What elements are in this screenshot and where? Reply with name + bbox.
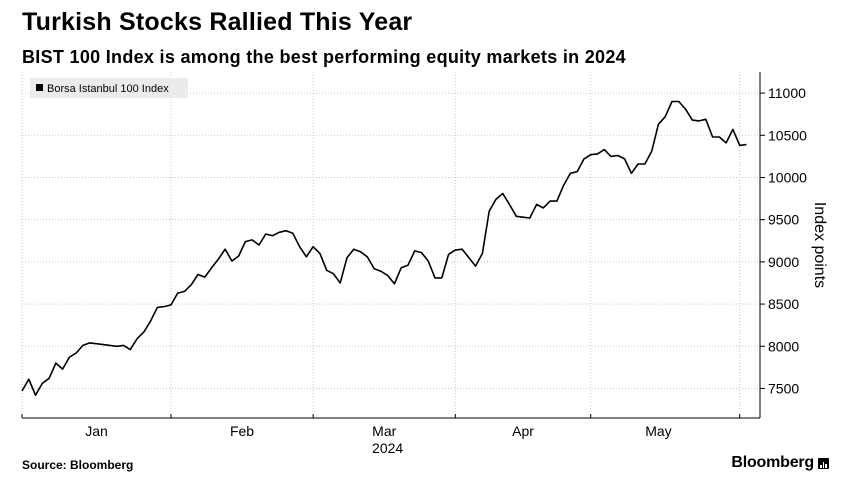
y-axis-label: Index points: [811, 202, 828, 288]
chart-subtitle: BIST 100 Index is among the best perform…: [22, 47, 626, 67]
brand-logo-text: Bloomberg: [731, 454, 814, 471]
legend-swatch: [36, 84, 43, 91]
y-tick-label: 8000: [768, 338, 799, 354]
x-tick-label: Apr: [512, 423, 534, 439]
x-axis-year-label: 2024: [372, 440, 403, 456]
x-tick-label: Jan: [85, 423, 108, 439]
series-line-bist100: [21, 100, 747, 397]
legend: Borsa Istanbul 100 Index: [30, 78, 188, 98]
bloomberg-brand: Bloomberg: [731, 454, 829, 472]
legend-box: [30, 78, 188, 98]
y-tick-label: 11000: [768, 85, 806, 101]
source-note: Source: Bloomberg: [22, 458, 134, 472]
y-tick-label: 9500: [768, 212, 799, 228]
x-tick-label: May: [645, 423, 671, 439]
legend-label: Borsa Istanbul 100 Index: [47, 83, 169, 95]
chart-bars-icon: [818, 457, 829, 469]
y-tick-label: 10500: [768, 127, 807, 143]
y-tick-label: 9000: [768, 254, 799, 270]
chart-title: Turkish Stocks Rallied This Year: [22, 8, 413, 36]
y-tick-label: 10000: [768, 169, 807, 185]
x-tick-label: Feb: [230, 423, 254, 439]
y-tick-label: 7500: [768, 380, 799, 396]
y-tick-label: 8500: [768, 296, 799, 312]
x-tick-label: Mar: [372, 423, 396, 439]
